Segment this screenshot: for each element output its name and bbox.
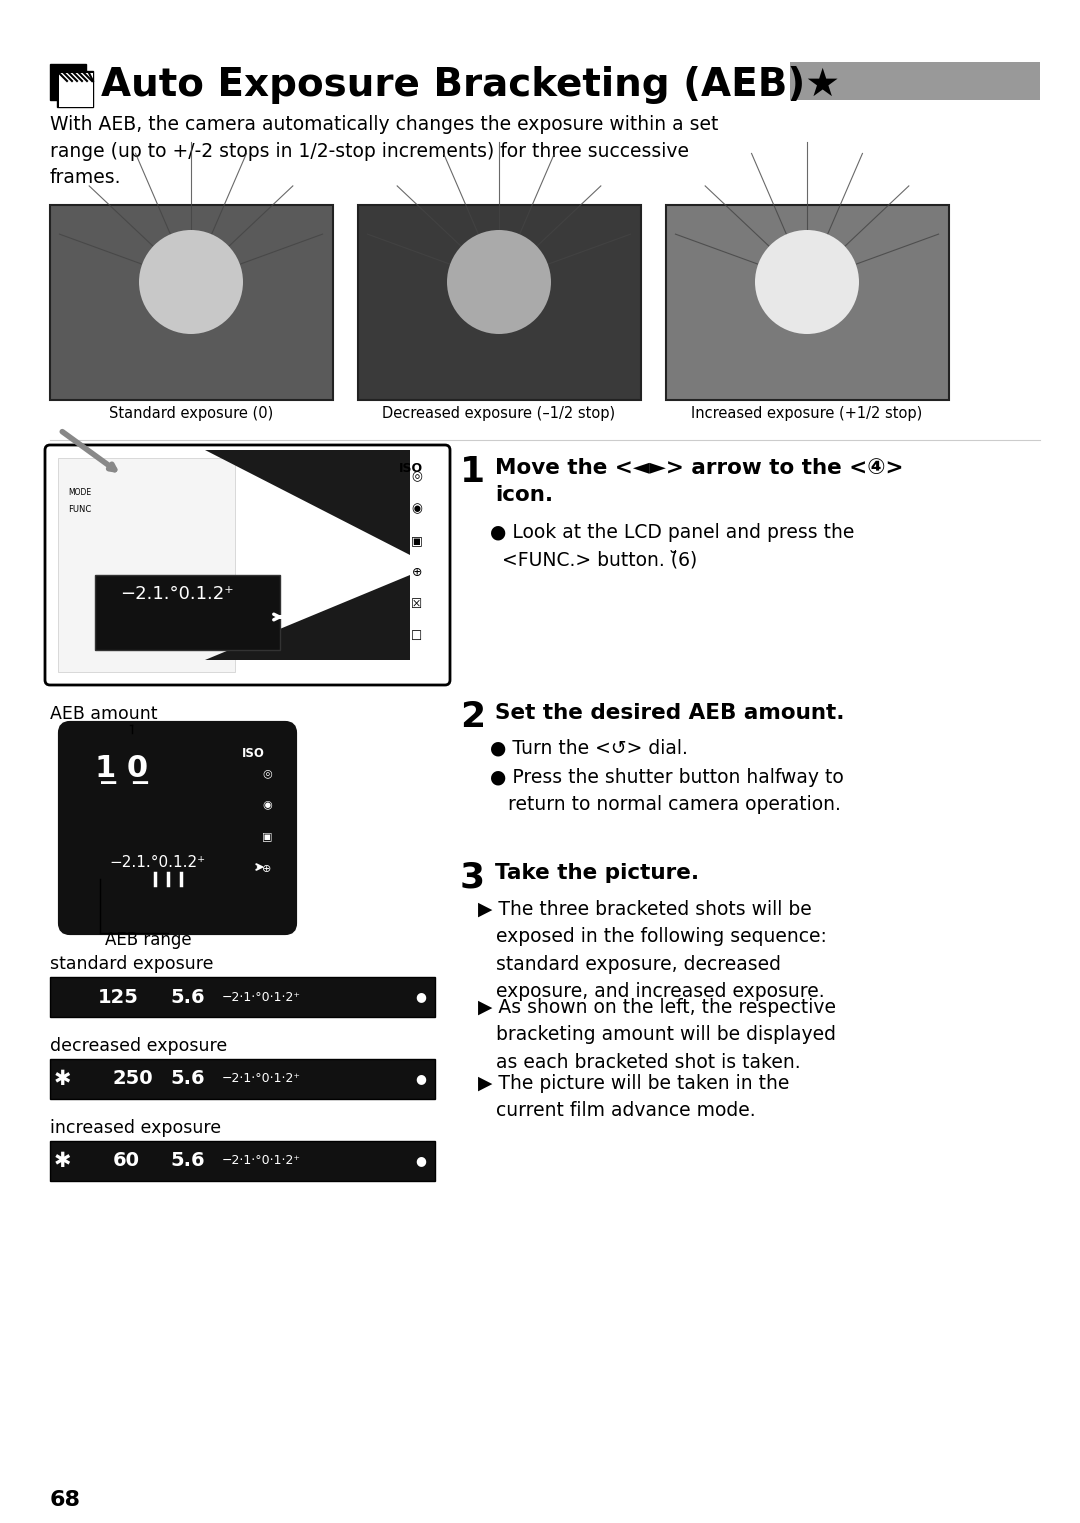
Text: Take the picture.: Take the picture.	[495, 864, 699, 883]
Text: <FUNC.> button. (̆6): <FUNC.> button. (̆6)	[490, 550, 698, 570]
Text: ☐: ☐	[411, 631, 422, 643]
Text: AEB amount: AEB amount	[50, 705, 158, 723]
Text: AEB range: AEB range	[105, 931, 191, 949]
Text: 68: 68	[50, 1489, 81, 1509]
Text: FUNC: FUNC	[68, 506, 91, 513]
Text: icon.: icon.	[495, 484, 553, 506]
Text: 5.6: 5.6	[170, 987, 204, 1007]
Text: Standard exposure (0): Standard exposure (0)	[109, 407, 273, 420]
Text: Decreased exposure (–1/2 stop): Decreased exposure (–1/2 stop)	[382, 407, 616, 420]
Text: 5.6: 5.6	[170, 1069, 204, 1089]
Text: Increased exposure (+1/2 stop): Increased exposure (+1/2 stop)	[691, 407, 922, 420]
Text: ◎: ◎	[411, 471, 422, 483]
FancyBboxPatch shape	[45, 445, 450, 685]
Bar	[59, 73, 93, 107]
Text: Set the desired AEB amount.: Set the desired AEB amount.	[495, 704, 845, 723]
FancyBboxPatch shape	[60, 723, 295, 934]
Bar	[357, 206, 642, 401]
Bar	[50, 64, 86, 101]
Text: With AEB, the camera automatically changes the exposure within a set
range (up t: With AEB, the camera automatically chang…	[50, 116, 718, 187]
Text: 60: 60	[113, 1151, 140, 1171]
Text: ◎: ◎	[262, 768, 272, 778]
Text: ▶ The three bracketed shots will be
   exposed in the following sequence:
   sta: ▶ The three bracketed shots will be expo…	[478, 900, 827, 1001]
Text: −2.1.°0.1.2⁺: −2.1.°0.1.2⁺	[120, 585, 233, 603]
Bar	[58, 458, 235, 672]
Bar	[789, 62, 1040, 101]
Text: ✱: ✱	[53, 1151, 71, 1171]
Text: ● Turn the <↺> dial.: ● Turn the <↺> dial.	[490, 739, 688, 757]
Text: ● Press the shutter button halfway to
   return to normal camera operation.: ● Press the shutter button halfway to re…	[490, 768, 843, 815]
Text: 250: 250	[113, 1069, 153, 1089]
Text: ISO: ISO	[399, 461, 423, 475]
Circle shape	[447, 230, 551, 334]
Text: 2: 2	[460, 701, 485, 734]
Text: MODE: MODE	[68, 487, 91, 496]
Bar	[666, 206, 949, 401]
Text: −2.1.°0.1.2⁺: −2.1.°0.1.2⁺	[109, 854, 205, 870]
Text: ●: ●	[416, 990, 427, 1004]
Bar	[50, 976, 435, 1017]
Bar	[95, 576, 280, 650]
Text: 1̲ 0̲: 1̲ 0̲	[95, 755, 148, 784]
Text: ●: ●	[416, 1154, 427, 1168]
Text: 3: 3	[460, 860, 485, 894]
Text: 5.6: 5.6	[170, 1151, 204, 1171]
Text: ☒: ☒	[411, 599, 422, 611]
Text: ▶ As shown on the left, the respective
   bracketing amount will be displayed
  : ▶ As shown on the left, the respective b…	[478, 998, 836, 1072]
Text: 1: 1	[460, 455, 485, 489]
Text: ◉: ◉	[411, 503, 422, 515]
Polygon shape	[205, 576, 410, 659]
Circle shape	[139, 230, 243, 334]
Text: decreased exposure: decreased exposure	[50, 1037, 227, 1055]
Text: increased exposure: increased exposure	[50, 1119, 221, 1138]
Bar	[50, 206, 333, 401]
Text: ✱: ✱	[53, 1069, 71, 1089]
Bar	[50, 1141, 435, 1180]
Text: −2⋅1⋅°0⋅1⋅2⁺: −2⋅1⋅°0⋅1⋅2⁺	[222, 990, 301, 1004]
Text: ●: ●	[416, 1072, 427, 1086]
Bar	[57, 72, 93, 107]
Text: Auto Exposure Bracketing (AEB)★: Auto Exposure Bracketing (AEB)★	[102, 65, 840, 104]
Text: ⊕: ⊕	[262, 864, 272, 874]
Bar	[50, 1058, 435, 1100]
Text: −2⋅1⋅°0⋅1⋅2⁺: −2⋅1⋅°0⋅1⋅2⁺	[222, 1154, 301, 1168]
Circle shape	[755, 230, 859, 334]
Text: Move the <◄►> arrow to the <④>: Move the <◄►> arrow to the <④>	[495, 458, 904, 478]
Text: ▶ The picture will be taken in the
   current film advance mode.: ▶ The picture will be taken in the curre…	[478, 1074, 789, 1121]
Text: 125: 125	[98, 987, 139, 1007]
Text: ▣: ▣	[411, 535, 423, 547]
Text: ISO: ISO	[242, 746, 265, 760]
Text: ● Look at the LCD panel and press the: ● Look at the LCD panel and press the	[490, 522, 854, 542]
Text: ⊕: ⊕	[411, 567, 422, 579]
Text: −2⋅1⋅°0⋅1⋅2⁺: −2⋅1⋅°0⋅1⋅2⁺	[222, 1072, 301, 1086]
Polygon shape	[205, 449, 410, 554]
Text: ▣: ▣	[261, 832, 272, 842]
Text: ◉: ◉	[262, 800, 272, 810]
Text: standard exposure: standard exposure	[50, 955, 214, 973]
